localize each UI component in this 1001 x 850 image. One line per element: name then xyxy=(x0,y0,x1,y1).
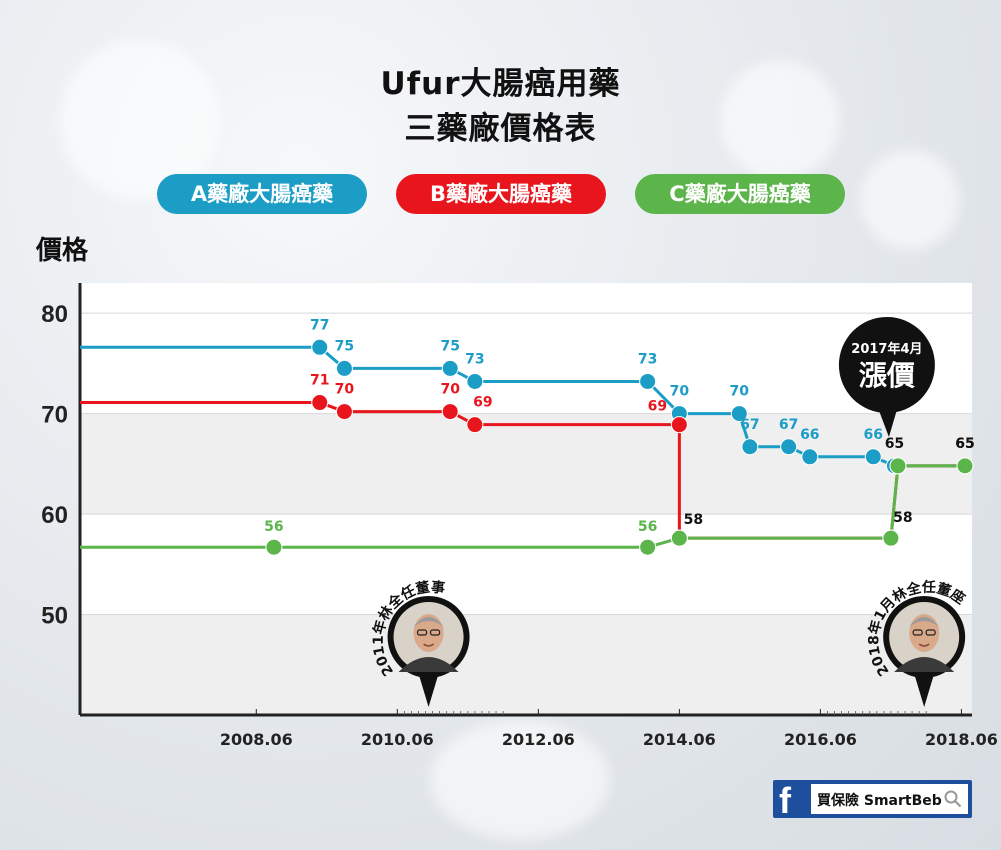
data-point-a xyxy=(801,448,819,466)
x-tick-label: 2016.06 xyxy=(784,730,857,749)
portrait-glasses-left xyxy=(912,629,923,636)
background-bokeh xyxy=(860,150,960,250)
portrait-pointer xyxy=(915,677,934,707)
data-label-b: 70 xyxy=(335,382,355,398)
data-point-b xyxy=(311,394,329,412)
price-chart: 50 60 70 80 2008.06 2010.06 2012.06 2014.06 2016… xyxy=(41,283,998,749)
portrait-hair xyxy=(909,617,940,627)
data-label-a: 67 xyxy=(740,417,759,433)
x-tick-label: 2014.06 xyxy=(643,730,716,749)
grid-band xyxy=(80,614,972,715)
legend-label-c: C藥廠大腸癌藥 xyxy=(669,182,811,206)
portrait-mouth xyxy=(918,643,930,647)
y-tick-label: 80 xyxy=(41,301,68,328)
portrait-shoulders xyxy=(398,657,459,672)
data-label-b: 69 xyxy=(648,399,667,415)
legend-item-a: A藥廠大腸癌藥 xyxy=(157,174,367,214)
y-axis-label: 價格 xyxy=(36,236,89,266)
data-point-b xyxy=(670,416,688,434)
portrait-glasses-right xyxy=(429,629,441,636)
legend-label-a: A藥廠大腸癌藥 xyxy=(190,182,334,206)
x-tick-label: 2008.06 xyxy=(220,730,293,749)
data-point-a xyxy=(311,338,329,356)
data-point-a xyxy=(741,438,759,456)
chart-title-line2: 三藥廠價格表 xyxy=(404,111,597,147)
facebook-badge[interactable]: f 買保險 SmartBeb xyxy=(773,780,972,821)
facebook-icon: f xyxy=(779,780,791,821)
data-point-c xyxy=(956,457,974,475)
data-label-a: 67 xyxy=(779,417,798,433)
data-point-b xyxy=(466,416,484,434)
data-label-a: 75 xyxy=(335,338,354,354)
data-label-b: 58 xyxy=(684,512,703,528)
legend-label-b: B藥廠大腸癌藥 xyxy=(429,182,572,206)
data-point-b xyxy=(335,403,353,421)
data-label-b: 65 xyxy=(955,436,974,452)
callout-date: 2017年4月 xyxy=(851,341,922,357)
data-label-b: 69 xyxy=(473,395,492,411)
data-label-c: 56 xyxy=(638,519,657,535)
data-label-a: 66 xyxy=(800,427,819,443)
portrait-shoulders xyxy=(894,657,955,672)
x-tick-label: 2018.06 xyxy=(925,730,998,749)
data-label-b: 71 xyxy=(310,373,329,389)
data-label-c: 56 xyxy=(264,519,283,535)
legend-item-b: B藥廠大腸癌藥 xyxy=(396,174,606,214)
data-point-c xyxy=(882,529,900,547)
portrait-face xyxy=(413,614,444,652)
data-point-a xyxy=(864,448,882,466)
grid-band xyxy=(80,413,972,515)
data-label-a: 70 xyxy=(730,384,750,400)
facebook-page-name: 買保險 SmartBeb xyxy=(817,793,942,809)
data-label-a: 77 xyxy=(310,317,329,333)
y-tick-label: 70 xyxy=(41,402,68,429)
portrait-face xyxy=(909,614,940,652)
data-label-b: 58 xyxy=(893,510,912,526)
data-label-a: 65 xyxy=(955,436,974,452)
series-line-a xyxy=(80,345,965,468)
data-point-a xyxy=(335,359,353,377)
background-bokeh xyxy=(720,60,840,180)
background-bokeh xyxy=(60,40,220,200)
data-point-a xyxy=(780,438,798,456)
callout-bubble xyxy=(838,317,935,413)
grid-band xyxy=(80,514,972,615)
data-label-a: 75 xyxy=(440,338,459,354)
portrait-icon xyxy=(393,602,464,672)
data-label-a: 70 xyxy=(670,384,690,400)
portrait-pointer xyxy=(419,677,438,707)
data-label-a: 73 xyxy=(638,351,657,367)
portrait-glasses-right xyxy=(925,629,936,636)
legend-item-c: C藥廠大腸癌藥 xyxy=(635,174,845,214)
callout-text: 漲價 xyxy=(859,359,916,392)
facebook-search-box[interactable]: 買保險 SmartBeb xyxy=(811,784,968,814)
data-point-a xyxy=(466,372,484,390)
data-label-a: 66 xyxy=(864,427,883,443)
data-point-b xyxy=(441,403,459,421)
data-point-c xyxy=(639,538,657,556)
y-tick-label: 60 xyxy=(41,502,68,529)
data-point-c xyxy=(889,457,907,475)
portrait-icon xyxy=(889,602,960,672)
data-point-c xyxy=(265,538,283,556)
chart-title-line1: Ufur大腸癌用藥 xyxy=(380,66,621,102)
portrait-hair xyxy=(413,617,444,627)
data-point-a xyxy=(730,405,748,423)
background-bokeh xyxy=(430,720,610,840)
portrait-glasses-left xyxy=(416,629,428,636)
data-label-a: 65 xyxy=(885,436,904,452)
x-tick-label: 2010.06 xyxy=(361,730,434,749)
x-tick-label: 2012.06 xyxy=(502,730,575,749)
portrait-mouth xyxy=(423,643,435,647)
search-icon xyxy=(944,790,962,808)
data-point-a xyxy=(639,372,657,390)
data-label-b: 70 xyxy=(440,382,460,398)
data-point-a xyxy=(441,359,459,377)
data-label-a: 73 xyxy=(465,351,484,367)
data-point-c xyxy=(670,529,688,547)
y-tick-label: 50 xyxy=(41,603,68,630)
